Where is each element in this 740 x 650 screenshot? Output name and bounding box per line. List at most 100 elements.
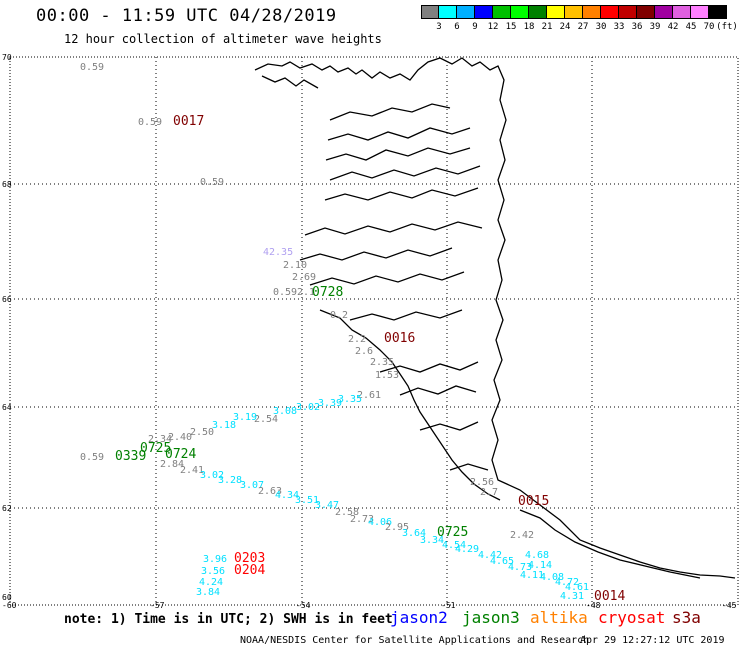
satellite-jason2: jason2 (390, 608, 448, 627)
legend-label: 18 (523, 22, 535, 32)
pass-time-label: 0728 (312, 285, 343, 300)
wave-height-label: 2.50 (190, 427, 214, 438)
lat-label: 60 (2, 593, 12, 602)
legend-swatch (565, 5, 583, 19)
map-title: 00:00 - 11:59 UTC 04/28/2019 (36, 6, 337, 26)
pass-time-label: 0017 (173, 114, 204, 129)
wave-height-label: 0.59 (80, 452, 104, 463)
wave-height-label: 3.08 (273, 406, 297, 417)
wave-height-label: 4.08 (540, 572, 564, 583)
lon-label: -51 (441, 601, 456, 610)
color-legend: 3 6 9 12 15 18 21 24 27 30 33 36 39 42 45 70 (ft) (421, 5, 738, 32)
wave-height-label: 4.72 (555, 577, 579, 588)
wave-height-label: 2.40 (168, 432, 192, 443)
wave-height-label: 0.59 (138, 117, 162, 128)
legend-label: 21 (541, 22, 553, 32)
legend-swatch (457, 5, 475, 19)
pass-time-label: 0204 (234, 563, 265, 578)
wave-height-label: 3.02 (296, 402, 320, 413)
wave-height-label: 3.96 (203, 554, 227, 565)
wave-height-label: 4.65 (490, 556, 514, 567)
legend-label: 70 (703, 22, 715, 32)
wave-height-label: 3.02 (200, 470, 224, 481)
lat-label: 68 (2, 180, 12, 189)
legend-swatch (637, 5, 655, 19)
legend-label: 12 (487, 22, 499, 32)
wave-height-label: 2.56 (470, 477, 494, 488)
legend-swatch (547, 5, 565, 19)
wave-height-label: 0.59 (273, 287, 297, 298)
legend-swatch (673, 5, 691, 19)
legend-label: 6 (454, 22, 460, 32)
legend-label: 30 (595, 22, 607, 32)
wave-height-label: 3.84 (196, 587, 220, 598)
legend-label: 3 (436, 22, 442, 32)
wave-height-label: 3.51 (295, 495, 319, 506)
wave-height-label: 3.56 (201, 566, 225, 577)
legend-swatch (709, 5, 727, 19)
legend-swatch (421, 5, 439, 19)
pass-time-label: 0725 (140, 441, 171, 456)
legend-label: 45 (685, 22, 697, 32)
wave-height-label: 3.35 (338, 394, 362, 405)
lon-label: -48 (586, 601, 601, 610)
wave-height-label: 2.6 (355, 346, 373, 357)
legend-labels: 3 6 9 12 15 18 21 24 27 30 33 36 39 42 45 70 (ft) (421, 19, 738, 32)
lat-label: 66 (2, 295, 12, 304)
wave-height-label: 4.61 (565, 582, 589, 593)
wave-height-label: 4.31 (560, 591, 584, 602)
lon-label: -45 (722, 601, 737, 610)
wave-height-label: 2.69 (292, 272, 316, 283)
pass-time-label: 0724 (165, 447, 196, 462)
wave-height-label: 2.1 (297, 287, 315, 298)
graticule (10, 57, 738, 605)
legend-swatch (529, 5, 547, 19)
wave-height-label: 4.42 (478, 550, 502, 561)
pass-time-label: 0014 (594, 589, 625, 604)
legend-swatch (601, 5, 619, 19)
satellite-jason3: jason3 (462, 608, 520, 627)
legend-label: 24 (559, 22, 571, 32)
wave-height-label: 2.7 (480, 487, 498, 498)
wave-height-label: 4.06 (368, 517, 392, 528)
legend-label: 39 (649, 22, 661, 32)
wave-height-label: 3.39 (318, 398, 342, 409)
wave-height-label: 2.41 (180, 465, 204, 476)
legend-swatch (475, 5, 493, 19)
wave-height-label: 3.64 (402, 528, 426, 539)
legend-label: 33 (613, 22, 625, 32)
lat-label: 62 (2, 504, 12, 513)
credit-text: NOAA/NESDIS Center for Satellite Applica… (240, 635, 590, 646)
legend-label: 15 (505, 22, 517, 32)
wave-height-label: 2.54 (254, 414, 278, 425)
wave-height-label: 4.29 (455, 544, 479, 555)
wave-height-label: 4.73 (508, 562, 532, 573)
satellite-cryosat: cryosat (598, 608, 666, 627)
legend-label: 36 (631, 22, 643, 32)
pass-time-label: 0725 (437, 525, 468, 540)
legend-swatch (439, 5, 457, 19)
legend-swatch (511, 5, 529, 19)
wave-height-label: 2.42 (510, 530, 534, 541)
timestamp-text: Apr 29 12:27:12 UTC 2019 (580, 635, 725, 646)
wave-height-label: 3.34 (420, 535, 444, 546)
map-frame (9, 56, 739, 606)
wave-height-label: 4.11 (520, 570, 544, 581)
legend-label: (ft) (716, 22, 738, 32)
satellite-s3a: s3a (672, 608, 701, 627)
wave-height-label: 2.58 (335, 507, 359, 518)
coastline (254, 57, 736, 579)
wave-height-label: 4.34 (275, 490, 299, 501)
wave-height-label: 0.59 (200, 177, 224, 188)
wave-height-label: 2.61 (357, 390, 381, 401)
wave-height-label: 4.14 (528, 560, 552, 571)
satellite-altika: altika (530, 608, 588, 627)
legend-color-bar (421, 5, 727, 19)
lat-label: 64 (2, 403, 12, 412)
pass-time-label: 0015 (518, 494, 549, 509)
wave-height-label: 2.34 (148, 434, 172, 445)
wave-height-label: 2.84 (160, 459, 184, 470)
legend-label: 27 (577, 22, 589, 32)
